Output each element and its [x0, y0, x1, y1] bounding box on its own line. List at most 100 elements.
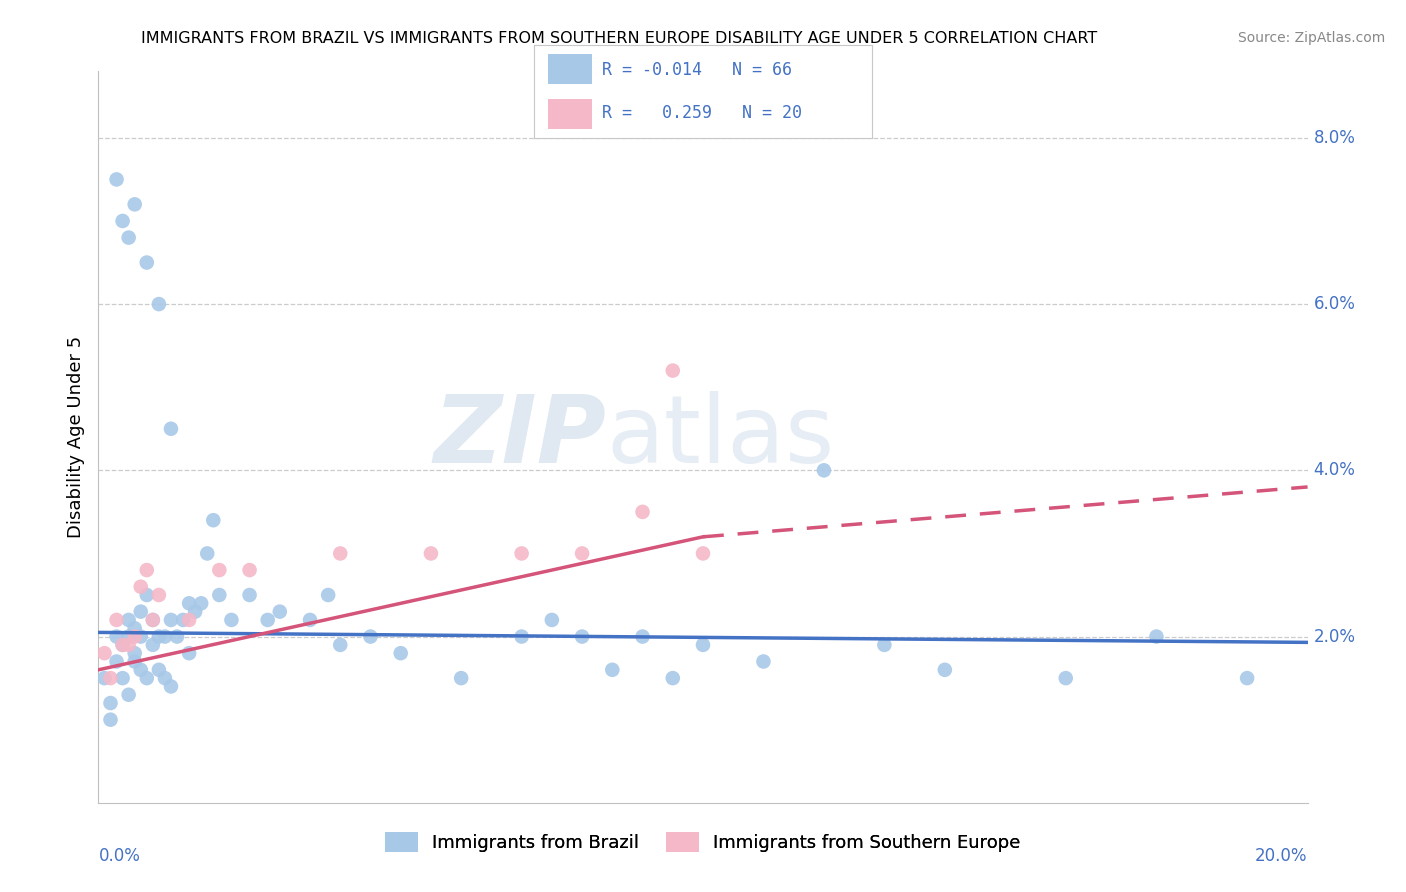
Bar [548, 99, 592, 129]
Point [299, 613, 322, 627]
Point [153, 630, 176, 644]
Point [129, 580, 152, 594]
Text: ZIP: ZIP [433, 391, 606, 483]
Point [93, 671, 115, 685]
Point [239, 588, 262, 602]
Point [752, 655, 775, 669]
Point [105, 613, 128, 627]
Point [129, 630, 152, 644]
Point [813, 463, 835, 477]
Point [111, 638, 134, 652]
Point [571, 546, 593, 560]
Text: atlas: atlas [606, 391, 835, 483]
Point [450, 671, 472, 685]
Point [510, 630, 533, 644]
Point [135, 671, 157, 685]
Point [1144, 630, 1167, 644]
Point [510, 546, 533, 560]
Point [329, 546, 352, 560]
Point [208, 588, 231, 602]
Point [160, 613, 183, 627]
Point [661, 671, 683, 685]
Point [135, 588, 157, 602]
Point [631, 630, 654, 644]
Point [316, 588, 339, 602]
Point [166, 630, 188, 644]
Point [208, 563, 231, 577]
Point [100, 713, 122, 727]
Point [148, 297, 170, 311]
Point [692, 546, 714, 560]
Point [571, 630, 593, 644]
Point [118, 688, 141, 702]
Text: 8.0%: 8.0% [1313, 128, 1355, 147]
Point [195, 546, 218, 560]
Bar [548, 54, 592, 84]
Point [135, 255, 157, 269]
Point [93, 646, 115, 660]
Text: IMMIGRANTS FROM BRAZIL VS IMMIGRANTS FROM SOUTHERN EUROPE DISABILITY AGE UNDER 5: IMMIGRANTS FROM BRAZIL VS IMMIGRANTS FRO… [141, 31, 1097, 46]
Point [239, 563, 262, 577]
Point [160, 422, 183, 436]
Point [153, 671, 176, 685]
Point [124, 621, 146, 635]
Text: 6.0%: 6.0% [1313, 295, 1355, 313]
Point [105, 630, 128, 644]
Text: Source: ZipAtlas.com: Source: ZipAtlas.com [1237, 31, 1385, 45]
Point [118, 230, 141, 244]
Text: 0.0%: 0.0% [98, 847, 141, 864]
Point [124, 197, 146, 211]
Point [124, 630, 146, 644]
Point [111, 638, 134, 652]
Point [111, 214, 134, 228]
Point [142, 638, 165, 652]
Point [1054, 671, 1077, 685]
Text: R =   0.259   N = 20: R = 0.259 N = 20 [602, 104, 801, 122]
Point [360, 630, 382, 644]
Text: R = -0.014   N = 66: R = -0.014 N = 66 [602, 61, 792, 78]
Point [129, 663, 152, 677]
Point [631, 505, 654, 519]
Point [129, 605, 152, 619]
Y-axis label: Disability Age Under 5: Disability Age Under 5 [66, 336, 84, 538]
Point [100, 671, 122, 685]
Point [148, 588, 170, 602]
Point [389, 646, 412, 660]
Point [172, 613, 194, 627]
Point [420, 546, 443, 560]
Point [142, 613, 165, 627]
Point [118, 638, 141, 652]
Point [190, 596, 212, 610]
Point [256, 613, 278, 627]
Point [934, 663, 956, 677]
Point [160, 680, 183, 694]
Point [179, 613, 201, 627]
Point [135, 563, 157, 577]
Text: 2.0%: 2.0% [1313, 628, 1355, 646]
Point [329, 638, 352, 652]
Point [221, 613, 243, 627]
Point [105, 655, 128, 669]
Point [148, 630, 170, 644]
Legend: Immigrants from Brazil, Immigrants from Southern Europe: Immigrants from Brazil, Immigrants from … [378, 824, 1028, 860]
Point [184, 605, 207, 619]
Point [111, 671, 134, 685]
Point [100, 696, 122, 710]
Point [148, 663, 170, 677]
Point [602, 663, 624, 677]
Text: 20.0%: 20.0% [1256, 847, 1308, 864]
Point [105, 172, 128, 186]
Point [118, 613, 141, 627]
Point [142, 613, 165, 627]
Point [118, 630, 141, 644]
Point [1236, 671, 1258, 685]
Point [124, 646, 146, 660]
Point [692, 638, 714, 652]
Text: 4.0%: 4.0% [1313, 461, 1355, 479]
Point [540, 613, 562, 627]
Point [179, 646, 201, 660]
Point [873, 638, 896, 652]
Point [124, 655, 146, 669]
Point [202, 513, 225, 527]
Point [661, 363, 683, 377]
